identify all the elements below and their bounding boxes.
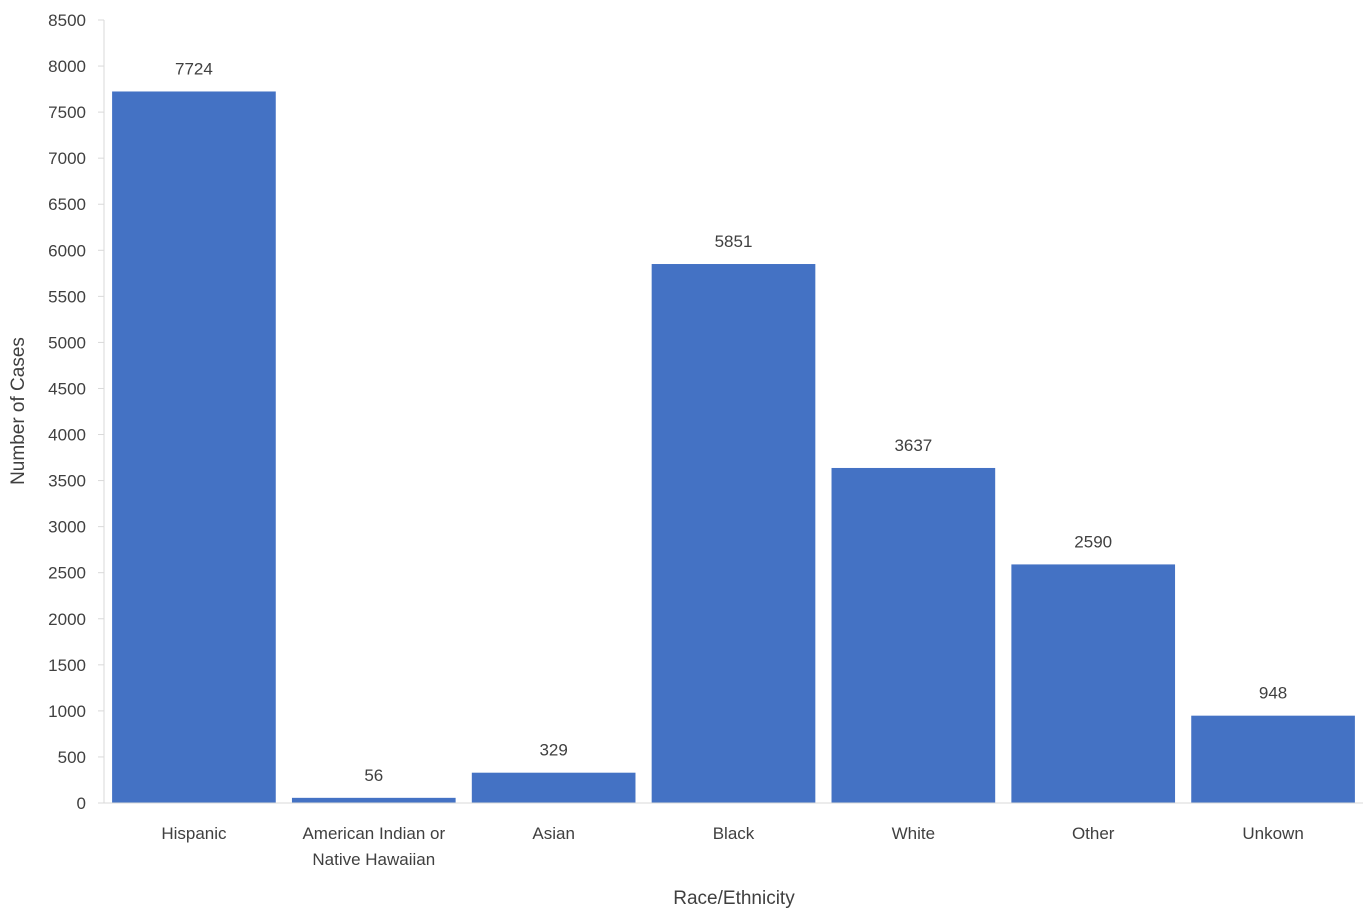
y-axis-title: Number of Cases <box>8 337 29 485</box>
x-tick-label: American Indian or Native Hawaiian <box>302 824 445 869</box>
y-tick-label: 6500 <box>48 195 86 214</box>
x-tick-label: Black <box>713 824 755 843</box>
bar <box>1011 564 1176 803</box>
data-label: 7724 <box>175 59 213 78</box>
y-tick-label: 1000 <box>48 702 86 721</box>
y-tick-label: 3500 <box>48 472 86 491</box>
y-tick-label: 7500 <box>48 103 86 122</box>
data-label: 329 <box>539 741 567 760</box>
y-tick-label: 1500 <box>48 656 86 675</box>
y-tick-label: 6000 <box>48 241 86 260</box>
y-tick-label: 2000 <box>48 610 86 629</box>
y-tick-label: 5500 <box>48 287 86 306</box>
bar <box>1191 715 1355 803</box>
x-axis: Hispanic American Indian or Native Hawaiia… <box>104 802 1363 869</box>
y-tick-label: 4000 <box>48 426 86 445</box>
x-tick-label: Unkown <box>1242 824 1303 843</box>
y-axis: 0 500 1000 1500 2000 2500 3000 3500 4000 4500 5000… <box>48 11 105 813</box>
y-tick-label: 8000 <box>48 57 86 76</box>
bar <box>112 91 276 804</box>
y-tick-label: 4500 <box>48 379 86 398</box>
y-tick-label: 5000 <box>48 333 86 352</box>
x-tick-label: Asian <box>532 824 575 843</box>
data-label: 56 <box>364 766 383 785</box>
x-axis-title: Race/Ethnicity <box>673 888 795 909</box>
bar <box>831 467 996 803</box>
x-tick-label: Hispanic <box>161 824 227 843</box>
data-labels: 7724 56 329 5851 3637 2590 948 <box>175 59 1287 784</box>
data-label: 2590 <box>1074 532 1112 551</box>
y-tick-label: 2500 <box>48 564 86 583</box>
bar <box>651 264 816 803</box>
data-label: 5851 <box>715 232 753 251</box>
y-tick-label: 7000 <box>48 149 86 168</box>
y-tick-label: 8500 <box>48 11 86 30</box>
x-tick-label: White <box>892 824 935 843</box>
bar <box>291 797 456 803</box>
bar <box>471 772 636 803</box>
data-label: 948 <box>1259 684 1287 703</box>
y-tick-label: 500 <box>58 748 86 767</box>
x-tick-label: Other <box>1072 824 1115 843</box>
y-tick-label: 0 <box>77 794 86 813</box>
y-tick-label: 3000 <box>48 518 86 537</box>
data-label: 3637 <box>894 436 932 455</box>
bars <box>112 91 1355 804</box>
